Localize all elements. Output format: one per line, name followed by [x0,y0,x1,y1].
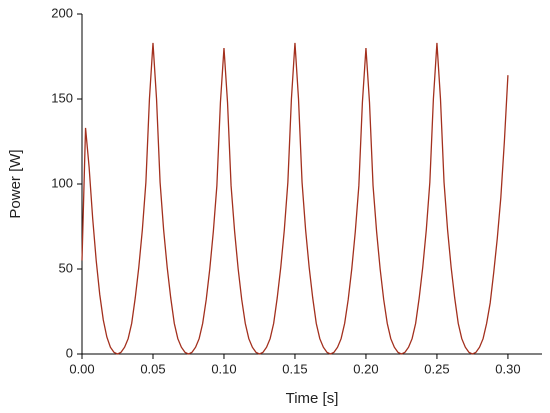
x-tick-label: 0.25 [424,361,449,376]
x-tick-label: 0.00 [69,361,94,376]
y-tick-label: 150 [51,90,73,105]
x-tick-label: 0.15 [282,361,307,376]
x-tick-label: 0.30 [495,361,520,376]
y-tick-label: 50 [59,260,73,275]
x-axis-title: Time [s] [286,390,339,407]
x-tick-label: 0.05 [140,361,165,376]
y-tick-label: 200 [51,5,73,20]
y-tick-label: 100 [51,175,73,190]
y-tick-label: 0 [66,345,73,360]
line-series [81,42,509,355]
x-tick-label: 0.10 [211,361,236,376]
x-tick-label: 0.20 [353,361,378,376]
y-axis-title: Power [W] [7,149,24,218]
